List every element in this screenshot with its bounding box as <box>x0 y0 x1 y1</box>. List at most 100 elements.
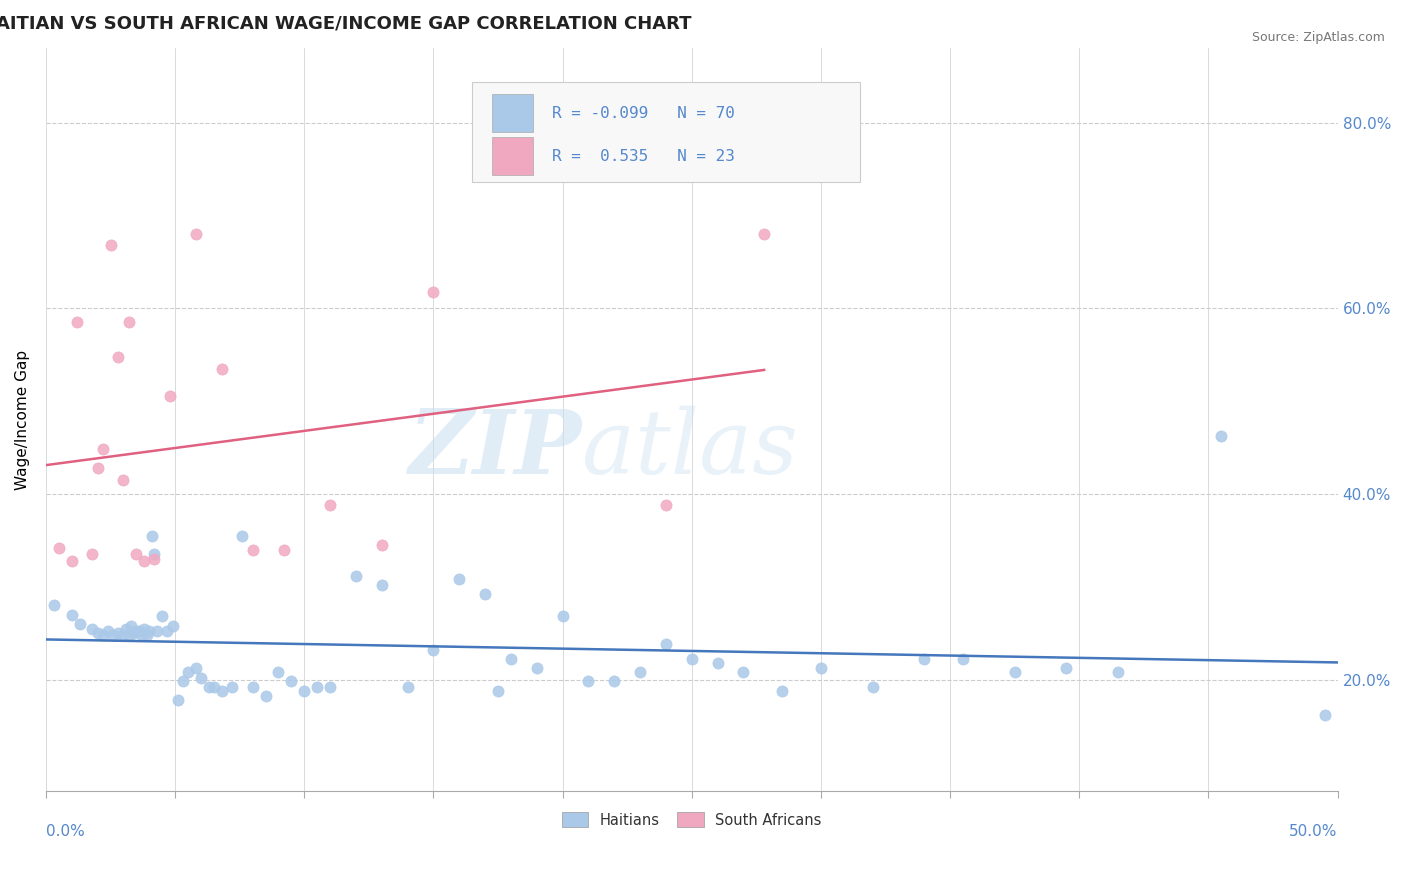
Point <box>292 683 315 698</box>
Point <box>319 498 342 512</box>
Text: R = -0.099   N = 70: R = -0.099 N = 70 <box>553 105 735 120</box>
Point <box>146 624 169 639</box>
Point <box>810 661 832 675</box>
Point <box>135 628 157 642</box>
Point <box>1211 429 1233 443</box>
Point <box>231 529 253 543</box>
Point <box>603 674 626 689</box>
Point <box>912 652 935 666</box>
Point <box>150 609 173 624</box>
Point <box>143 552 166 566</box>
Point <box>273 542 295 557</box>
Point <box>91 442 114 457</box>
Text: 50.0%: 50.0% <box>1289 824 1337 839</box>
Point <box>115 622 138 636</box>
Point <box>371 578 394 592</box>
Point <box>211 683 233 698</box>
Point <box>190 671 212 685</box>
Point <box>952 652 974 666</box>
Point <box>733 665 755 680</box>
Point <box>86 461 108 475</box>
Point <box>162 619 184 633</box>
Text: HAITIAN VS SOUTH AFRICAN WAGE/INCOME GAP CORRELATION CHART: HAITIAN VS SOUTH AFRICAN WAGE/INCOME GAP… <box>0 15 692 33</box>
Bar <box>492 136 533 176</box>
Point <box>706 656 728 670</box>
Point <box>422 643 444 657</box>
Point <box>82 622 104 636</box>
Point <box>449 572 471 586</box>
Point <box>131 628 153 642</box>
Point <box>655 637 678 651</box>
Point <box>125 547 148 561</box>
Point <box>112 628 135 642</box>
Point <box>159 390 181 404</box>
Legend: Haitians, South Africans: Haitians, South Africans <box>558 808 827 832</box>
Y-axis label: Wage/Income Gap: Wage/Income Gap <box>15 350 30 490</box>
Point <box>60 554 83 568</box>
Point <box>655 498 678 512</box>
Point <box>128 624 150 639</box>
Point <box>681 652 703 666</box>
Point <box>551 609 574 624</box>
Point <box>138 624 160 639</box>
Point <box>48 541 70 555</box>
Point <box>86 626 108 640</box>
Point <box>526 661 548 675</box>
Text: 0.0%: 0.0% <box>46 824 84 839</box>
Point <box>143 547 166 561</box>
Point <box>197 680 219 694</box>
Text: Source: ZipAtlas.com: Source: ZipAtlas.com <box>1251 31 1385 45</box>
Point <box>344 568 367 582</box>
Point <box>172 674 194 689</box>
Point <box>371 538 394 552</box>
Point <box>122 626 145 640</box>
Point <box>134 554 156 568</box>
Text: ZIP: ZIP <box>409 406 582 492</box>
Point <box>141 529 163 543</box>
Point <box>42 599 65 613</box>
Point <box>177 665 200 680</box>
Point <box>1054 661 1077 675</box>
Point <box>1107 665 1129 680</box>
Point <box>202 680 225 694</box>
Point <box>107 350 129 364</box>
Point <box>242 680 264 694</box>
Point <box>107 626 129 640</box>
Text: R =  0.535   N = 23: R = 0.535 N = 23 <box>553 149 735 163</box>
Point <box>752 227 775 241</box>
Point <box>125 624 148 639</box>
Point <box>112 473 135 487</box>
Point <box>280 674 302 689</box>
Point <box>422 285 444 299</box>
Point <box>66 315 89 329</box>
Point <box>1313 707 1336 722</box>
Point <box>69 616 91 631</box>
Point <box>120 619 142 633</box>
Point <box>474 587 496 601</box>
Point <box>770 683 793 698</box>
Point <box>101 628 124 642</box>
FancyBboxPatch shape <box>472 82 859 182</box>
Point <box>184 227 207 241</box>
Point <box>100 238 122 252</box>
Point <box>319 680 342 694</box>
Point <box>862 680 884 694</box>
Text: atlas: atlas <box>582 406 797 492</box>
Point <box>307 680 329 694</box>
Point <box>156 624 179 639</box>
Point <box>134 622 156 636</box>
Point <box>82 547 104 561</box>
Point <box>166 693 188 707</box>
Point <box>578 674 600 689</box>
Point <box>117 315 139 329</box>
Point <box>267 665 290 680</box>
Point <box>254 690 277 704</box>
Point <box>486 683 509 698</box>
Point <box>211 361 233 376</box>
Point <box>60 607 83 622</box>
Point <box>1004 665 1026 680</box>
Point <box>396 680 419 694</box>
Point <box>91 628 114 642</box>
Point <box>184 661 207 675</box>
Point <box>221 680 243 694</box>
